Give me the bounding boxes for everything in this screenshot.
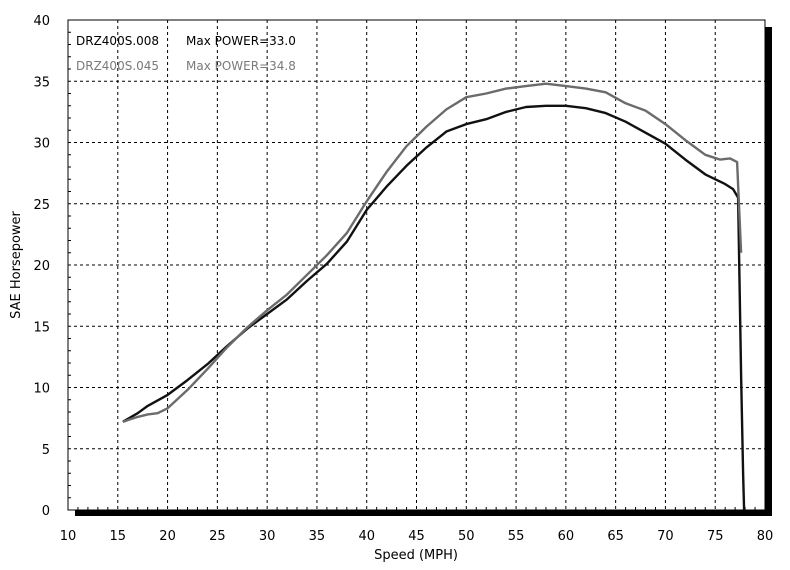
- y-tick-label: 40: [33, 14, 50, 29]
- y-tick-label: 30: [33, 137, 50, 152]
- x-tick-label: 80: [757, 529, 774, 544]
- x-tick-label: 15: [110, 529, 127, 544]
- x-axis-label: Speed (MPH): [374, 548, 458, 563]
- x-tick-label: 20: [159, 529, 176, 544]
- y-tick-labels: 0 5 10 15 20 25 30 35 40: [33, 14, 50, 519]
- x-tick-label: 60: [558, 529, 575, 544]
- plot-shadow-right: [765, 27, 772, 516]
- x-tick-label: 55: [508, 529, 525, 544]
- x-tick-label: 25: [209, 529, 226, 544]
- x-tick-label: 45: [408, 529, 425, 544]
- x-tick-labels: 10 15 20 25 30 35 40 45 50 55 60 65 70 75 80: [60, 529, 774, 544]
- legend-entry-2-max: Max POWER=34.8: [186, 59, 296, 73]
- y-tick-label: 15: [33, 320, 50, 335]
- x-tick-label: 40: [358, 529, 375, 544]
- x-tick-label: 35: [309, 529, 326, 544]
- y-tick-label: 0: [42, 504, 50, 519]
- legend-entry-2-name: DRZ400S.045: [76, 59, 159, 73]
- y-tick-label: 35: [33, 75, 50, 90]
- x-tick-label: 75: [707, 529, 724, 544]
- y-tick-label: 5: [42, 443, 50, 458]
- minor-ticks: [68, 31, 756, 510]
- y-tick-label: 10: [33, 382, 50, 397]
- y-tick-label: 25: [33, 198, 50, 213]
- x-tick-label: 65: [607, 529, 624, 544]
- series-line-2: [122, 82, 743, 423]
- x-tick-label: 10: [60, 529, 77, 544]
- legend-entry-1-max: Max POWER=33.0: [186, 34, 296, 48]
- series-layer: [122, 82, 746, 511]
- y-tick-label: 20: [33, 259, 50, 274]
- legend-entry-1-name: DRZ400S.008: [76, 34, 159, 48]
- x-tick-label: 70: [657, 529, 674, 544]
- x-tick-label: 50: [458, 529, 475, 544]
- plot-shadow-bottom: [75, 510, 772, 516]
- x-tick-label: 30: [259, 529, 276, 544]
- y-axis-label: SAE Horsepower: [9, 210, 24, 318]
- grid: [68, 20, 765, 510]
- legend: DRZ400S.008 Max POWER=33.0 DRZ400S.045 M…: [76, 34, 296, 73]
